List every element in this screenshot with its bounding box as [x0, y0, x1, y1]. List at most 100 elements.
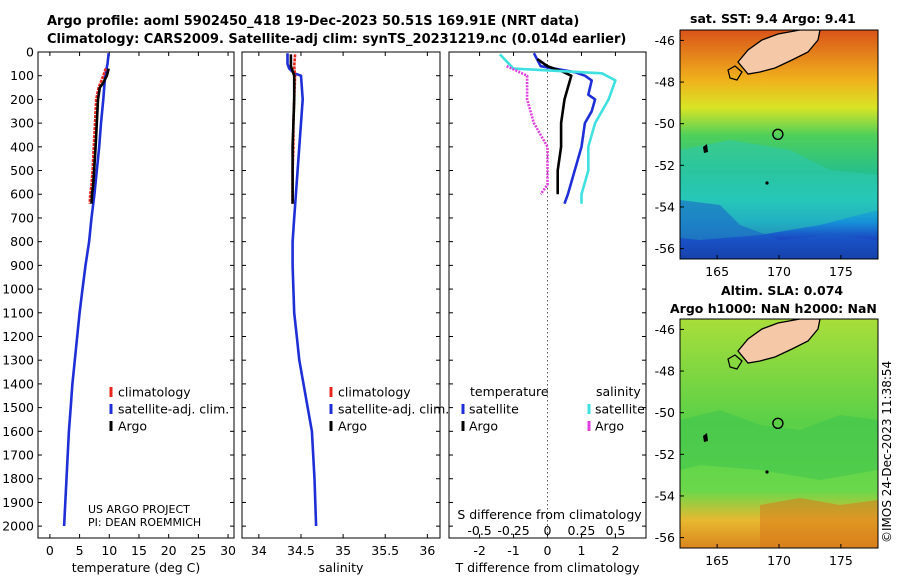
- x-tick-label: 34: [251, 543, 267, 558]
- y-tick-label: 2000: [2, 519, 34, 534]
- sst-map-x-tick-label: 170: [767, 264, 791, 279]
- salinity-tick-label: 0.5: [605, 523, 625, 538]
- y-tick-label: 300: [10, 116, 34, 131]
- legend-label: satellite: [595, 402, 645, 417]
- y-tick-label: 200: [10, 92, 34, 107]
- sst-field-patch: [680, 200, 878, 259]
- sla-field-patch: [760, 498, 878, 548]
- x-tick-label: 20: [161, 543, 177, 558]
- new-zealand-landmass: [737, 30, 821, 75]
- sla-map-title-line-2: Argo h1000: NaN h2000: NaN: [670, 301, 877, 316]
- y-tick-label: 800: [10, 234, 34, 249]
- x-tick-label: 35.5: [371, 543, 399, 558]
- sst-map-y-tick-label: -50: [655, 116, 675, 131]
- series-line-argo: [90, 68, 110, 204]
- legend-header: temperature: [470, 384, 549, 399]
- legend-label: satellite-adj. clim.: [118, 402, 229, 417]
- x-tick-label: -1: [507, 543, 519, 558]
- x-tick-label: 2: [611, 543, 619, 558]
- salinity-tick-label: -0.5: [467, 523, 491, 538]
- salinity-axis-label: S difference from climatology: [457, 507, 642, 522]
- legend-label: Argo: [338, 419, 367, 434]
- y-tick-label: 1500: [2, 400, 34, 415]
- y-tick-label: 0: [26, 45, 34, 60]
- island-outline: [765, 470, 769, 474]
- series-line-satellite-adj-clim-: [286, 53, 318, 527]
- sla-map-argo-marker: [772, 417, 784, 429]
- sla-map-x-tick-label: 170: [767, 553, 791, 568]
- x-tick-label: 35: [335, 543, 351, 558]
- salinity-tick-label: -0.25: [497, 523, 529, 538]
- series-line-s-satellite: [498, 53, 617, 204]
- legend-label: climatology: [118, 385, 191, 400]
- legend-label: climatology: [338, 385, 411, 400]
- series-line-satellite-adj-clim-: [62, 53, 110, 527]
- x-axis-label: temperature (deg C): [72, 560, 201, 575]
- legend-label: satellite-adj. clim.: [338, 402, 449, 417]
- sla-map-y-tick-label: -54: [655, 488, 675, 503]
- island-outline: [703, 144, 708, 153]
- sst-map-y-tick-label: -52: [655, 158, 675, 173]
- sst-map-y-tick-label: -56: [655, 241, 675, 256]
- legend-label: Argo: [595, 419, 624, 434]
- y-tick-label: 400: [10, 139, 34, 154]
- sla-map-y-tick-label: -46: [655, 322, 675, 337]
- series-line-climatology: [88, 68, 107, 204]
- y-tick-label: 1600: [2, 424, 34, 439]
- sla-map-y-tick-label: -48: [655, 364, 675, 379]
- x-axis-label: salinity: [319, 560, 364, 575]
- sla-profile-location: [772, 417, 784, 429]
- island-outline: [703, 433, 708, 442]
- y-tick-label: 1200: [2, 329, 34, 344]
- x-tick-label: 0: [46, 543, 54, 558]
- island-outline: [765, 181, 769, 185]
- y-tick-label: 100: [10, 68, 34, 83]
- sla-map-title-line-1: Altim. SLA: 0.074: [721, 283, 844, 298]
- legend-header: salinity: [596, 384, 641, 399]
- island-outline: [727, 65, 743, 81]
- y-tick-label: 600: [10, 187, 34, 202]
- y-tick-label: 700: [10, 210, 34, 225]
- sst-map-y-tick-label: -46: [655, 33, 675, 48]
- sst-map-argo-marker: [772, 128, 784, 140]
- title-line-2: Climatology: CARS2009. Satellite-adj cli…: [47, 32, 627, 47]
- x-tick-label: 1: [577, 543, 585, 558]
- series-line-t-satellite: [532, 52, 597, 205]
- new-zealand-landmass: [737, 319, 821, 364]
- y-tick-label: 1400: [2, 376, 34, 391]
- sla-map: [680, 319, 878, 548]
- x-tick-label: -2: [473, 543, 485, 558]
- plot-frame-salinity: [241, 51, 441, 539]
- salinity-tick-label: 0: [544, 523, 552, 538]
- y-tick-label: 1100: [2, 305, 34, 320]
- imos-timestamp: ©IMOS 24-Dec-2023 11:38:54: [880, 360, 894, 543]
- sla-field-patch: [680, 410, 878, 480]
- x-tick-label: 0: [544, 543, 552, 558]
- y-tick-label: 900: [10, 258, 34, 273]
- x-tick-label: 5: [76, 543, 84, 558]
- y-tick-label: 1000: [2, 282, 34, 297]
- island-outline: [727, 354, 743, 370]
- credit-line: US ARGO PROJECT: [88, 503, 190, 516]
- x-tick-label: 34.5: [287, 543, 315, 558]
- sst-profile-location: [772, 128, 784, 140]
- plot-frame-temperature: [37, 51, 235, 539]
- sst-map-x-tick-label: 175: [829, 264, 853, 279]
- y-tick-label: 500: [10, 163, 34, 178]
- x-tick-label: 25: [190, 543, 206, 558]
- sla-map-y-tick-label: -52: [655, 447, 675, 462]
- sla-map-x-tick-label: 175: [829, 553, 853, 568]
- x-tick-label: 30: [220, 543, 236, 558]
- series-line-s-argo: [506, 65, 549, 195]
- sst-map-x-tick-label: 165: [705, 264, 729, 279]
- sla-map-y-tick-label: -50: [655, 405, 675, 420]
- y-tick-label: 1900: [2, 495, 34, 510]
- sst-map-title: sat. SST: 9.4 Argo: 9.41: [690, 11, 856, 26]
- title-line-1: Argo profile: aoml 5902450_418 19-Dec-20…: [47, 14, 580, 29]
- x-axis-label: T difference from climatology: [454, 560, 640, 575]
- y-tick-label: 1300: [2, 353, 34, 368]
- legend-label: satellite: [469, 402, 519, 417]
- legend-label: Argo: [469, 419, 498, 434]
- sst-map-y-tick-label: -48: [655, 75, 675, 90]
- y-tick-label: 1800: [2, 471, 34, 486]
